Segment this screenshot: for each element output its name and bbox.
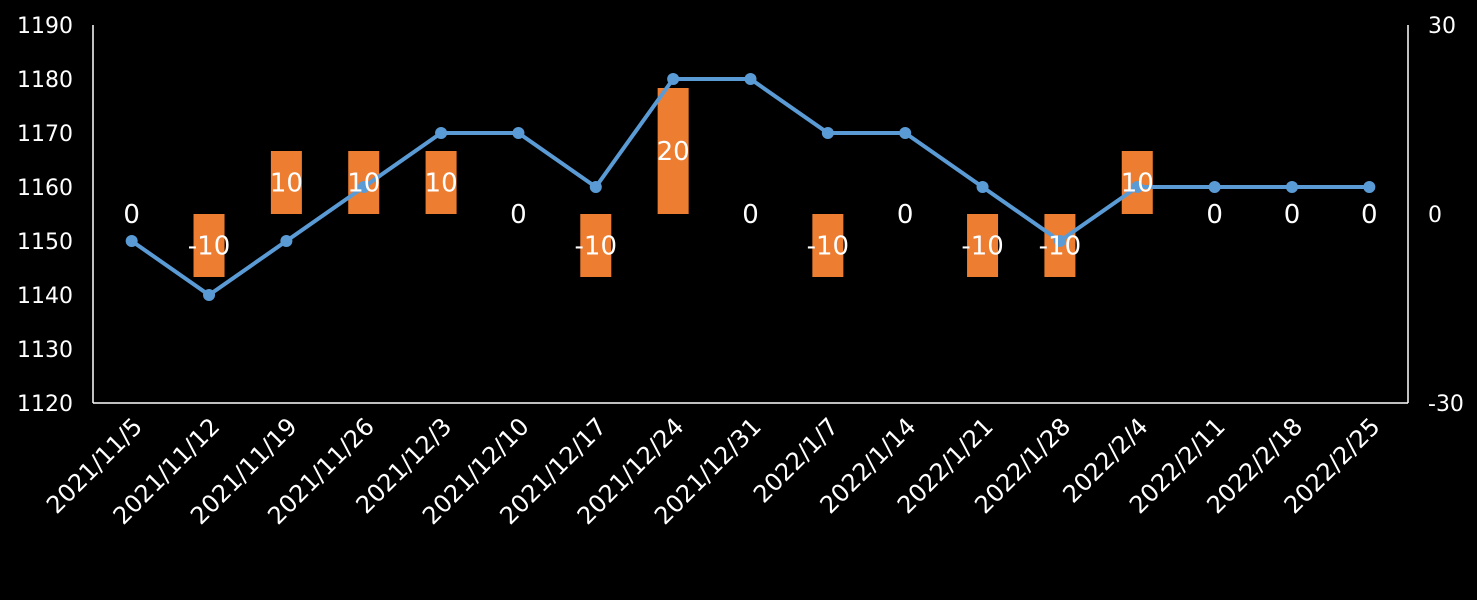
right-tick-label: 0: [1428, 203, 1442, 228]
bar-data-label: 0: [510, 200, 527, 230]
line-point: [589, 181, 602, 193]
bar-data-label: -10: [961, 232, 1003, 262]
bar-data-label: -10: [807, 232, 849, 262]
bar: [967, 214, 999, 277]
bar: [270, 151, 302, 214]
bar: [657, 88, 689, 214]
line-point: [280, 235, 293, 247]
bar-data-label: 20: [657, 137, 690, 167]
left-tick-label: 1140: [17, 284, 73, 309]
right-tick-label: 30: [1428, 14, 1456, 39]
bar-series: [193, 88, 1153, 277]
line-point: [435, 127, 448, 139]
left-tick-label: 1180: [17, 68, 73, 93]
line-point: [821, 127, 834, 139]
line-point: [203, 289, 216, 301]
line-point: [1053, 235, 1066, 247]
left-tick-label: 1120: [17, 392, 73, 417]
left-tick-label: 1160: [17, 176, 73, 201]
bar-data-label: 0: [1284, 200, 1301, 230]
left-tick-label: 1170: [17, 122, 73, 147]
bar-data-label: -10: [575, 232, 617, 262]
line-series: [125, 73, 1376, 301]
bar: [425, 151, 457, 214]
line-point: [125, 235, 138, 247]
bar-data-label: -10: [1039, 232, 1081, 262]
line-point: [899, 127, 912, 139]
bar: [193, 214, 225, 277]
right-axis-ticks: -30 0 30: [1428, 14, 1464, 417]
line-point: [512, 127, 525, 139]
bar-data-label: -10: [188, 232, 230, 262]
bar-data-label: 10: [270, 169, 303, 199]
axes: [92, 25, 1409, 404]
line-point: [357, 181, 370, 193]
bar-data-label: 0: [742, 200, 759, 230]
bar-data-label: 0: [1206, 200, 1223, 230]
left-tick-label: 1190: [17, 14, 73, 39]
bar-data-label: 0: [1361, 200, 1378, 230]
bar-data-label: 10: [1121, 169, 1154, 199]
line-point: [1363, 181, 1376, 193]
series-line: [130, 77, 1370, 297]
bar-data-label: 0: [897, 200, 914, 230]
line-point: [1131, 181, 1144, 193]
x-axis-ticks: 2021/11/52021/11/122021/11/192021/11/262…: [41, 412, 1385, 530]
right-tick-label: -30: [1428, 392, 1464, 417]
bar-data-label: 0: [123, 200, 140, 230]
line-point: [1285, 181, 1298, 193]
line-point: [1208, 181, 1221, 193]
bar: [580, 214, 612, 277]
line-point: [744, 73, 757, 85]
line-point: [667, 73, 680, 85]
line-point: [976, 181, 989, 193]
bar-data-label: 10: [425, 169, 458, 199]
bar-data-label: 10: [347, 169, 380, 199]
bar-data-labels: 0 -10 10 10 10 0 -10 20 0 -10 0 -10 -10 10 0 0 0: [123, 137, 1377, 262]
left-tick-label: 1150: [17, 230, 73, 255]
left-tick-label: 1130: [17, 338, 73, 363]
left-axis-ticks: 1120 1130 1140 1150 1160 1170 1180 1190: [17, 14, 73, 417]
bar: [812, 214, 844, 277]
